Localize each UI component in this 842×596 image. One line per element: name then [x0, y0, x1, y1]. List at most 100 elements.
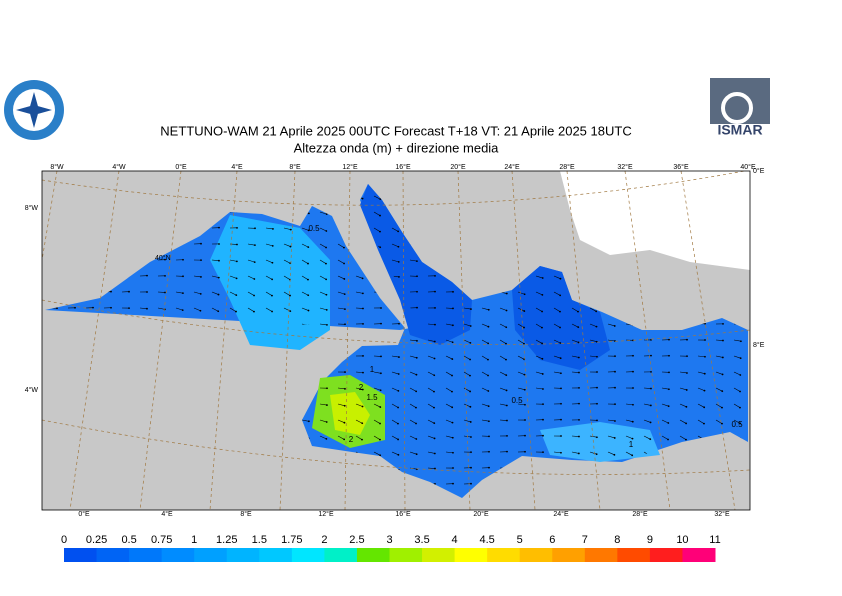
arrow-head [56, 307, 58, 310]
arrow [535, 275, 543, 279]
arrow-head [325, 421, 328, 423]
colorbar-swatch [617, 548, 651, 562]
colorbar-swatch [682, 548, 716, 562]
arrow-head [614, 370, 616, 373]
arrow-head [452, 290, 454, 293]
arrow [715, 387, 723, 392]
arrow-head [650, 354, 652, 357]
arrow [697, 371, 705, 374]
arrow [535, 355, 543, 360]
lon-label: 36°E [673, 163, 689, 171]
arrow-head [416, 339, 418, 342]
arrow-head [685, 389, 688, 391]
arrow [247, 291, 255, 296]
colorbar-label: 3 [386, 534, 392, 546]
arrow-head [326, 324, 328, 326]
arrow [499, 371, 507, 376]
arrow [499, 403, 507, 406]
arrow [643, 403, 651, 406]
arrow [463, 339, 471, 344]
arrow [679, 419, 687, 424]
arrow-head [379, 389, 382, 392]
arrow-head [200, 276, 202, 278]
arrow-head [631, 420, 634, 423]
arrow [589, 307, 597, 312]
arrow-head [379, 406, 382, 408]
arrow-head [361, 388, 364, 391]
arrow-head [614, 386, 616, 389]
arrow-head [362, 355, 364, 357]
arrow-head [343, 262, 345, 265]
arrow-head [577, 356, 580, 359]
arrow-head [469, 325, 472, 327]
arrow-head [235, 294, 238, 297]
arrow-head [595, 436, 598, 439]
lon-label: 0°E [175, 163, 187, 171]
lon-label: 0°E [78, 510, 90, 518]
arrow-head [325, 308, 328, 311]
arrow-head [632, 339, 634, 342]
arrow-head [343, 421, 346, 424]
arrow [319, 259, 327, 264]
logo-left [4, 80, 64, 140]
arrow-head [343, 246, 345, 249]
arrow-head [649, 421, 652, 424]
arrow [283, 259, 291, 264]
arrow [553, 339, 561, 344]
arrow [301, 419, 309, 422]
edge-label: 0°E [753, 167, 765, 175]
arrow-head [523, 326, 525, 329]
arrow [391, 419, 399, 424]
arrow-head [307, 294, 310, 297]
arrow-head [541, 342, 543, 345]
arrow [445, 451, 453, 454]
arrow [445, 339, 453, 343]
arrow [427, 435, 435, 439]
arrow-head [452, 467, 454, 469]
arrow-head [362, 307, 364, 310]
arrow-head [344, 308, 346, 311]
arrow-head [668, 354, 670, 357]
arrow [553, 371, 561, 374]
arrow-head [488, 466, 490, 469]
contour-label: 0.5 [511, 396, 523, 405]
arrow-head [667, 422, 670, 424]
arrow [229, 275, 237, 279]
arrow [301, 243, 309, 248]
colorbar-label: 6 [549, 534, 555, 546]
arrow [409, 403, 417, 408]
lon-label: 8°W [50, 163, 64, 171]
arrow-head [650, 370, 652, 373]
arrow-head [325, 293, 328, 296]
arrow-head [542, 418, 544, 421]
arrow [571, 323, 579, 328]
arrow-head [560, 418, 562, 421]
arrow-head [379, 214, 381, 217]
arrow-head [272, 228, 274, 230]
sea-high [210, 215, 330, 350]
arrow [373, 387, 381, 391]
arrow [211, 275, 219, 278]
arrow-head [451, 374, 453, 377]
arrow-head [433, 422, 436, 425]
arrow-head [739, 422, 742, 425]
arrow-head [451, 390, 453, 393]
arrow [715, 355, 723, 358]
arrow-head [182, 292, 184, 295]
arrow [355, 371, 363, 373]
arrow-head [631, 437, 634, 440]
arrow-head [470, 466, 472, 469]
arrow-head [181, 309, 184, 312]
lon-label: 4°E [161, 510, 173, 518]
arrow-head [451, 406, 454, 409]
colorbar-label: 0 [61, 534, 67, 546]
arrow [265, 243, 273, 247]
arrow-head [146, 274, 148, 277]
arrow-head [218, 259, 220, 262]
arrow-head [74, 306, 76, 309]
arrow [679, 435, 687, 440]
arrow [481, 387, 489, 392]
colorbar-swatch [584, 548, 618, 562]
arrow-head [343, 293, 346, 296]
